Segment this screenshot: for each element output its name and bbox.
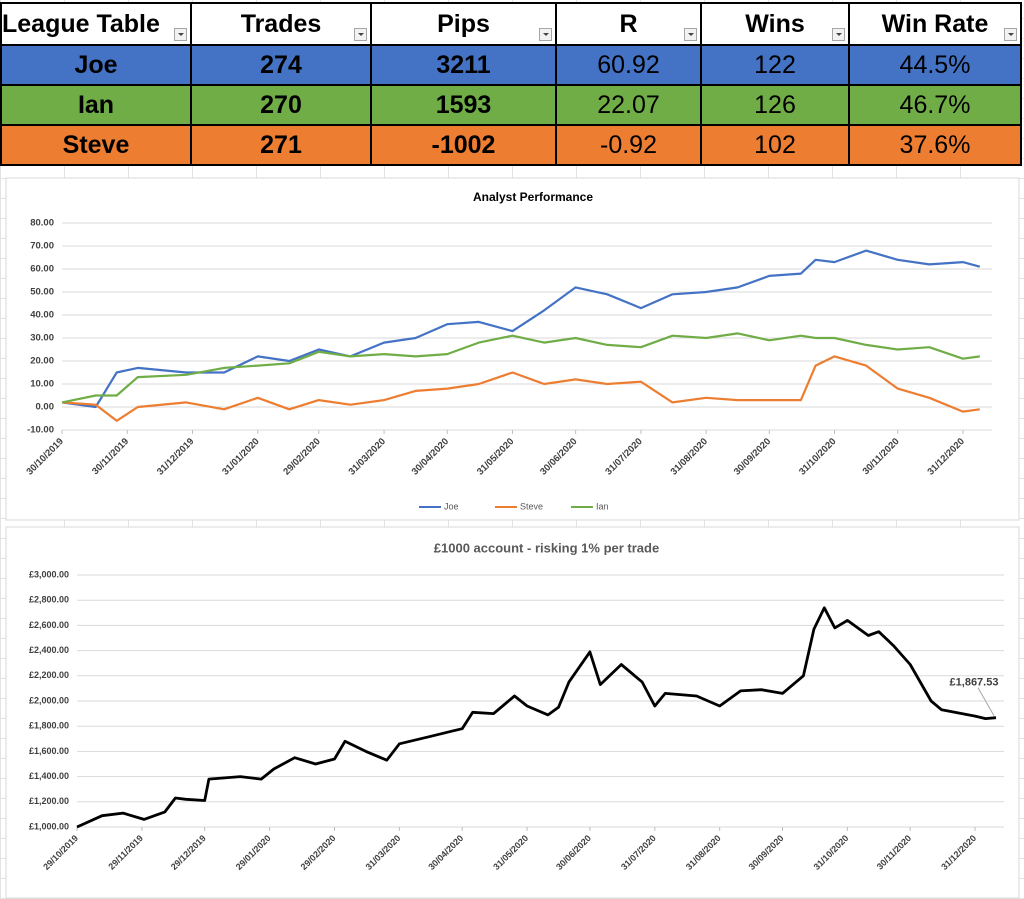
table-cell: Steve xyxy=(0,124,192,166)
table-cell: 274 xyxy=(190,44,372,86)
header-text: Trades xyxy=(240,9,322,38)
chart-area xyxy=(5,177,1020,521)
series-line xyxy=(76,606,997,829)
y-tick-label: £2,600.00 xyxy=(29,620,69,630)
header-text: League Table xyxy=(2,9,160,38)
y-tick-label: 50.00 xyxy=(30,287,54,298)
table-cell: 3211 xyxy=(370,44,557,86)
header-text: R xyxy=(619,9,638,38)
y-tick-label: 20.00 xyxy=(30,356,54,367)
table-cell: -0.92 xyxy=(555,124,702,166)
table-cell: 22.07 xyxy=(555,84,702,126)
y-tick-label: £1,400.00 xyxy=(29,771,69,781)
filter-button[interactable] xyxy=(174,28,187,41)
y-tick-label: 80.00 xyxy=(30,218,54,229)
table-cell: -1002 xyxy=(370,124,557,166)
y-tick-label: 70.00 xyxy=(30,241,54,252)
table-cell: 102 xyxy=(700,124,850,166)
table-cell: 37.6% xyxy=(848,124,1022,166)
chart-title: Analyst Performance xyxy=(473,190,593,204)
header-text: Win Rate xyxy=(881,9,989,38)
column-header: League Table xyxy=(0,2,192,46)
column-header: R xyxy=(555,2,702,46)
label-leader xyxy=(977,687,995,716)
y-tick-label: -10.00 xyxy=(27,425,54,436)
y-tick-label: £1,600.00 xyxy=(29,746,69,756)
y-tick-label: 40.00 xyxy=(30,310,54,321)
series-line xyxy=(61,355,980,422)
y-tick-label: £1,200.00 xyxy=(29,796,69,806)
y-tick-label: 10.00 xyxy=(30,379,54,390)
y-tick-label: 60.00 xyxy=(30,264,54,275)
table-row: Steve 271 -1002 -0.92 102 37.6% xyxy=(0,124,1022,166)
header-row: League Table Trades Pips R Wins Win Rate xyxy=(0,2,1022,46)
table-body: Joe 274 3211 60.92 122 44.5% Ian 270 1593 22.07 12… xyxy=(0,44,1022,166)
filter-button[interactable] xyxy=(539,28,552,41)
y-tick-label: £3,000.00 xyxy=(29,569,69,579)
chart-area xyxy=(5,526,1020,899)
filter-button[interactable] xyxy=(832,28,845,41)
y-tick-label: 0.00 xyxy=(36,402,55,413)
y-tick-label: £1,800.00 xyxy=(29,721,69,731)
series-line xyxy=(61,249,981,409)
table-cell: Joe xyxy=(0,44,192,86)
header-text: Pips xyxy=(437,9,490,38)
series-line xyxy=(61,332,980,404)
y-tick-label: £2,800.00 xyxy=(29,595,69,605)
legend-label: Steve xyxy=(520,501,543,511)
legend-label: Joe xyxy=(444,501,459,511)
table-cell: 126 xyxy=(700,84,850,126)
table-cell: 60.92 xyxy=(555,44,702,86)
table-cell: Ian xyxy=(0,84,192,126)
y-tick-label: £2,200.00 xyxy=(29,670,69,680)
y-tick-label: £2,000.00 xyxy=(29,695,69,705)
table-cell: 46.7% xyxy=(848,84,1022,126)
column-header: Wins xyxy=(700,2,850,46)
y-tick-label: 30.00 xyxy=(30,333,54,344)
table-cell: 1593 xyxy=(370,84,557,126)
y-tick-label: £2,400.00 xyxy=(29,645,69,655)
table-row: Joe 274 3211 60.92 122 44.5% xyxy=(0,44,1022,86)
league-table: League Table Trades Pips R Wins Win Rate Joe 2… xyxy=(0,2,1022,166)
table-cell: 44.5% xyxy=(848,44,1022,86)
chart-title: £1000 account - risking 1% per trade xyxy=(434,540,659,555)
table-cell: 271 xyxy=(190,124,372,166)
y-tick-label: £1,000.00 xyxy=(29,821,69,831)
column-header: Trades xyxy=(190,2,372,46)
filter-button[interactable] xyxy=(354,28,367,41)
data-label: £1,867.53 xyxy=(950,677,999,689)
table-cell: 270 xyxy=(190,84,372,126)
column-header: Win Rate xyxy=(848,2,1022,46)
filter-button[interactable] xyxy=(684,28,697,41)
legend-label: Ian xyxy=(596,501,609,511)
table-cell: 122 xyxy=(700,44,850,86)
filter-button[interactable] xyxy=(1004,28,1017,41)
column-header: Pips xyxy=(370,2,557,46)
table-row: Ian 270 1593 22.07 126 46.7% xyxy=(0,84,1022,126)
header-text: Wins xyxy=(745,9,805,38)
